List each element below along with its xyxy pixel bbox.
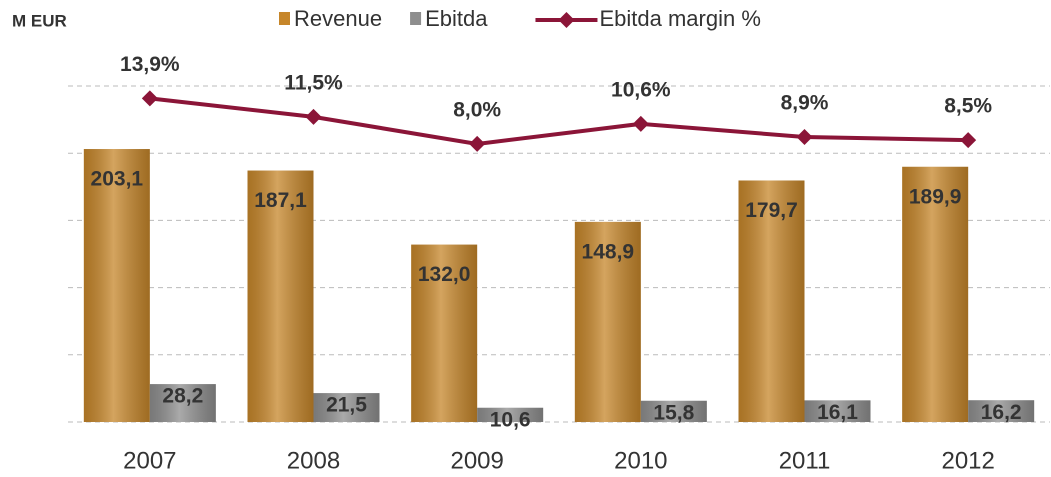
bar-shine — [968, 400, 1035, 422]
x-tick-label: 2008 — [287, 447, 340, 474]
legend-label: Revenue — [294, 6, 382, 31]
bar-shine — [149, 384, 216, 422]
bar-shine — [477, 407, 544, 422]
data-label: 21,5 — [326, 394, 367, 417]
bar-shine — [574, 221, 641, 422]
data-label: 187,1 — [254, 189, 307, 212]
marker — [960, 132, 977, 149]
bar-shine — [738, 180, 805, 422]
data-label: 148,9 — [582, 240, 635, 263]
data-label: 132,0 — [418, 263, 471, 286]
legend-key — [279, 12, 290, 25]
data-label: 13,9% — [120, 53, 180, 76]
data-label: 15,8 — [653, 401, 694, 424]
data-label: 203,1 — [91, 168, 144, 191]
bar-shine — [902, 166, 969, 422]
data-label: 16,1 — [817, 401, 858, 424]
x-tick-label: 2011 — [779, 447, 831, 474]
data-label: 28,2 — [162, 385, 203, 408]
data-label: 8,9% — [781, 92, 829, 115]
x-tick-label: 2012 — [941, 447, 994, 474]
marker — [469, 135, 486, 152]
bar-shine — [247, 170, 314, 422]
data-label: 10,6 — [490, 408, 531, 431]
x-tick-label: 2007 — [123, 447, 176, 474]
legend-label: Ebitda margin % — [599, 6, 760, 31]
bar-shine — [313, 393, 380, 422]
data-label: 16,2 — [981, 401, 1022, 424]
legend-key — [558, 12, 575, 28]
data-label: 179,7 — [745, 199, 798, 222]
bar-shine — [640, 400, 707, 422]
line — [149, 96, 969, 146]
marker — [796, 128, 813, 145]
data-label: 189,9 — [909, 185, 962, 208]
data-label: 8,0% — [453, 98, 501, 121]
x-tick-label: 2010 — [614, 447, 667, 474]
unit-label: M EUR — [12, 11, 67, 30]
marker — [305, 108, 322, 125]
data-label: 11,5% — [284, 71, 343, 94]
legend-label: Ebitda — [425, 6, 488, 31]
marker — [632, 115, 649, 132]
legend-key — [410, 12, 422, 25]
bar-shine — [411, 244, 478, 422]
data-label: 8,5% — [944, 95, 992, 118]
marker — [141, 90, 158, 107]
bar-shine — [804, 400, 871, 422]
data-label: 10,6% — [611, 78, 671, 101]
bar-shine — [83, 149, 150, 422]
x-tick-label: 2009 — [450, 447, 503, 474]
